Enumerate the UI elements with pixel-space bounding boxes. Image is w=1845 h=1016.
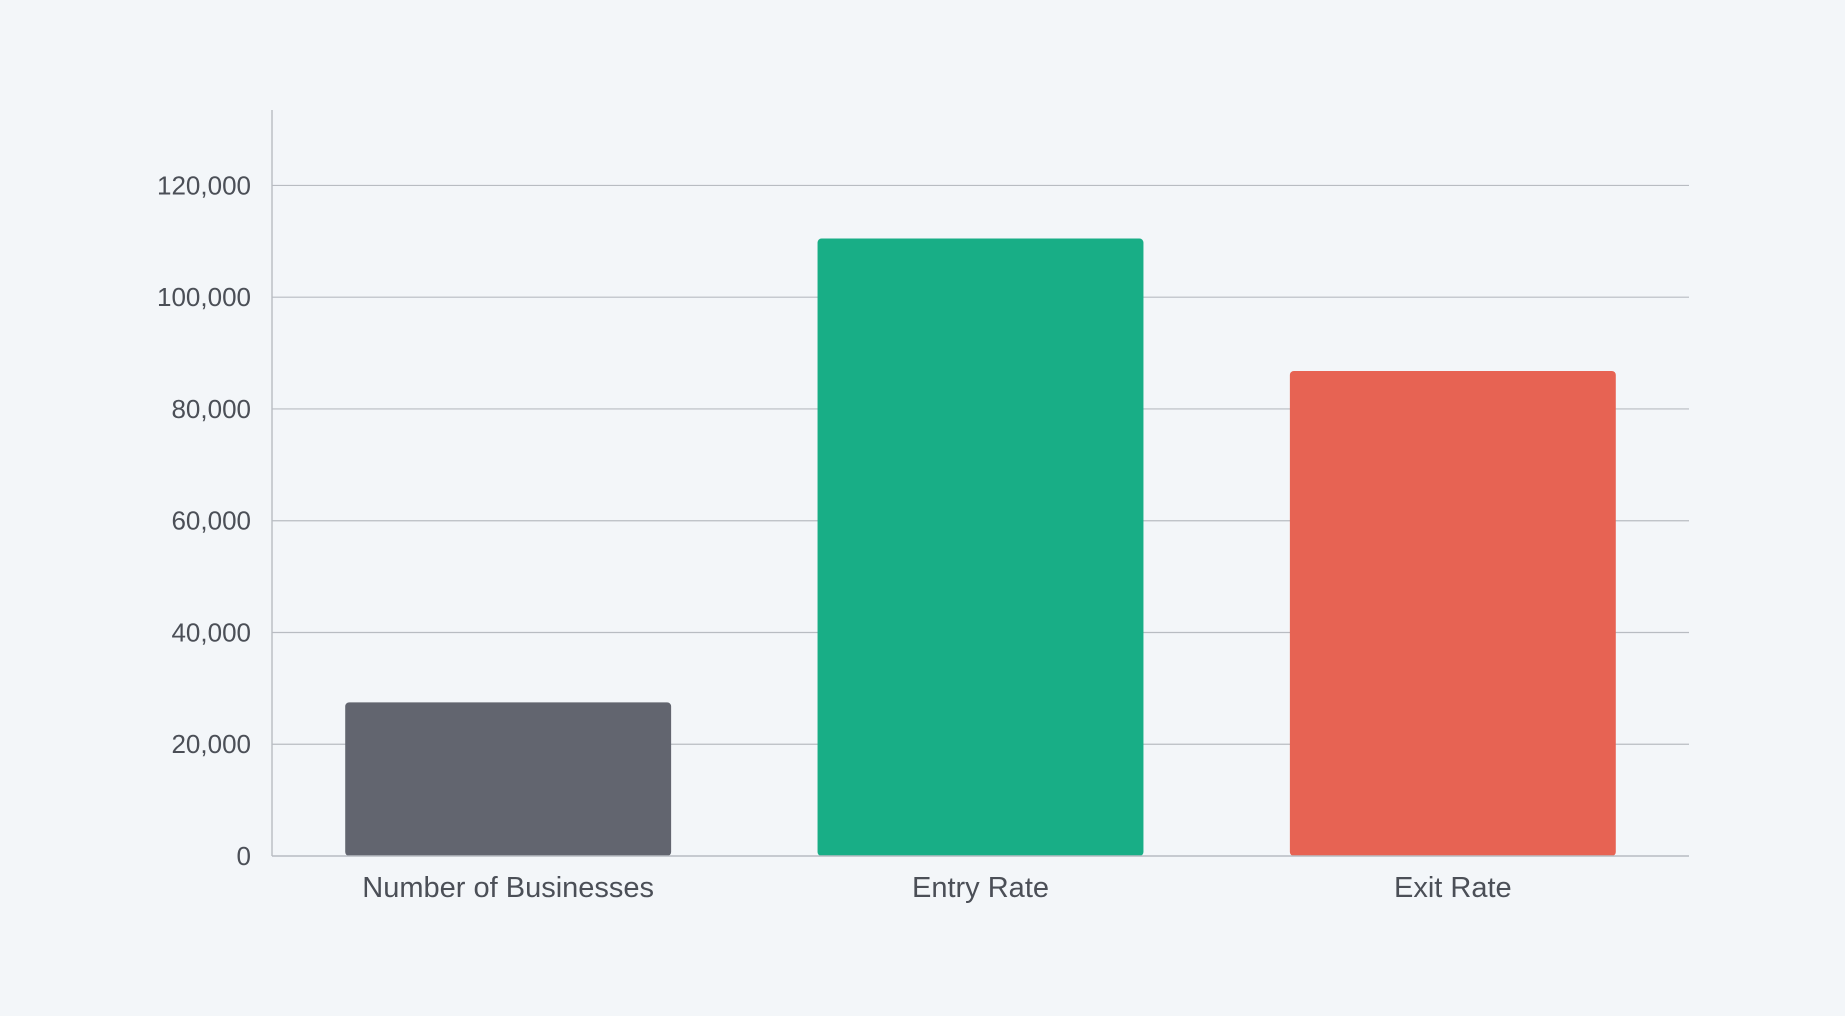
y-tick-label: 0 [237, 841, 251, 871]
bar [817, 238, 1144, 856]
x-category-label: Exit Rate [1394, 872, 1512, 904]
bar [345, 702, 672, 856]
x-category-label: Number of Businesses [362, 872, 654, 904]
axis-layer [271, 110, 1689, 857]
y-tick-label: 120,000 [157, 170, 251, 200]
label-layer: 0 20,000 40,000 60,000 80,000 100,000 120,000 N… [157, 170, 1512, 904]
x-category-label: Entry Rate [912, 872, 1049, 904]
y-tick-label: 80,000 [171, 394, 251, 424]
y-tick-label: 100,000 [157, 282, 251, 312]
y-tick-label: 20,000 [171, 729, 251, 759]
y-tick-label: 40,000 [171, 617, 251, 647]
bar-layer [345, 238, 1616, 856]
bar [1289, 370, 1616, 856]
y-tick-label: 60,000 [171, 506, 251, 536]
